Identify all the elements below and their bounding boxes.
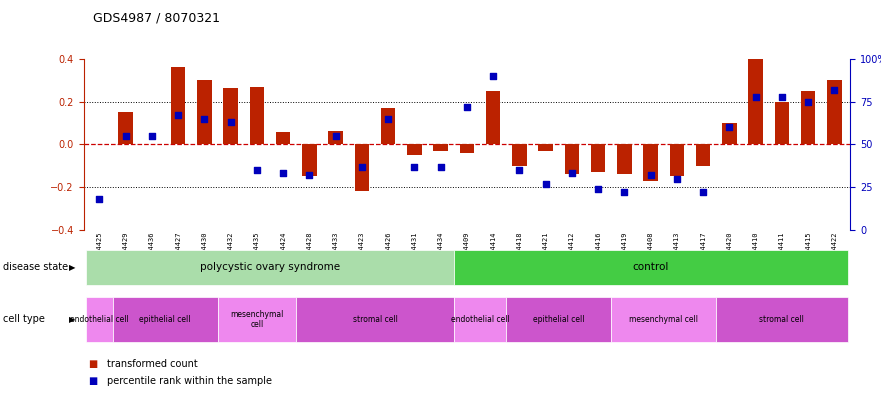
Bar (716, 297, 848, 342)
Point (433, 163, 448, 170)
Bar (565, 144, 579, 174)
Point (93, 196, 107, 202)
Point (513, 167, 527, 173)
Point (644, 172, 658, 178)
Bar (355, 144, 369, 191)
Bar (224, 88, 238, 144)
Bar (249, 87, 264, 144)
Text: polycystic ovary syndrome: polycystic ovary syndrome (200, 262, 340, 272)
Bar (276, 132, 291, 144)
Bar (507, 297, 611, 342)
Text: cell type: cell type (3, 314, 45, 324)
Bar (827, 80, 841, 144)
Point (460, 104, 474, 110)
Point (749, 94, 763, 100)
Point (618, 189, 632, 195)
Text: disease state: disease state (3, 262, 68, 272)
Text: epithelial cell: epithelial cell (533, 315, 585, 324)
Bar (218, 297, 296, 342)
Text: percentile rank within the sample: percentile rank within the sample (107, 376, 272, 386)
Point (538, 181, 552, 187)
Point (381, 116, 396, 122)
Bar (460, 144, 474, 153)
Bar (302, 144, 316, 176)
Point (119, 133, 133, 139)
Bar (118, 112, 133, 144)
Bar (722, 123, 737, 144)
Point (276, 170, 290, 176)
Text: endothelial cell: endothelial cell (451, 315, 509, 324)
Bar (197, 80, 211, 144)
Bar (801, 91, 816, 144)
Bar (486, 91, 500, 144)
Point (565, 170, 579, 176)
Bar (749, 59, 763, 144)
Text: GDS4987 / 8070321: GDS4987 / 8070321 (93, 12, 219, 25)
Bar (113, 297, 218, 342)
Text: stromal cell: stromal cell (352, 315, 397, 324)
Bar (407, 144, 422, 155)
Bar (512, 144, 527, 166)
Point (250, 167, 264, 173)
Text: transformed count: transformed count (107, 358, 198, 369)
Point (801, 99, 815, 105)
Text: ▶: ▶ (69, 263, 76, 272)
Bar (696, 144, 710, 166)
Point (486, 73, 500, 79)
Point (224, 119, 238, 125)
Bar (670, 144, 685, 176)
Bar (86, 297, 113, 342)
Bar (454, 250, 848, 285)
Point (696, 189, 710, 195)
Bar (171, 68, 185, 144)
Bar (618, 144, 632, 174)
Bar (86, 250, 454, 285)
Point (171, 112, 185, 119)
Point (722, 124, 737, 130)
Point (197, 116, 211, 122)
Bar (329, 130, 343, 144)
Bar (433, 144, 448, 151)
Bar (774, 102, 789, 144)
Bar (381, 108, 396, 144)
Text: ▶: ▶ (69, 315, 76, 324)
Point (591, 186, 605, 192)
Point (827, 86, 841, 93)
Text: ■: ■ (88, 376, 97, 386)
Point (329, 133, 343, 139)
Bar (611, 297, 716, 342)
Bar (591, 144, 605, 172)
Text: ■: ■ (88, 358, 97, 369)
Point (775, 94, 789, 100)
Text: epithelial cell: epithelial cell (139, 315, 191, 324)
Bar (538, 144, 553, 151)
Point (144, 133, 159, 139)
Text: control: control (633, 262, 669, 272)
Text: mesenchymal
cell: mesenchymal cell (230, 310, 284, 329)
Bar (643, 144, 658, 181)
Point (302, 172, 316, 178)
Text: mesenchymal cell: mesenchymal cell (629, 315, 699, 324)
Text: stromal cell: stromal cell (759, 315, 804, 324)
Text: endothelial cell: endothelial cell (70, 315, 129, 324)
Bar (454, 297, 507, 342)
Point (670, 175, 684, 182)
Point (355, 163, 369, 170)
Bar (296, 297, 454, 342)
Point (407, 163, 421, 170)
